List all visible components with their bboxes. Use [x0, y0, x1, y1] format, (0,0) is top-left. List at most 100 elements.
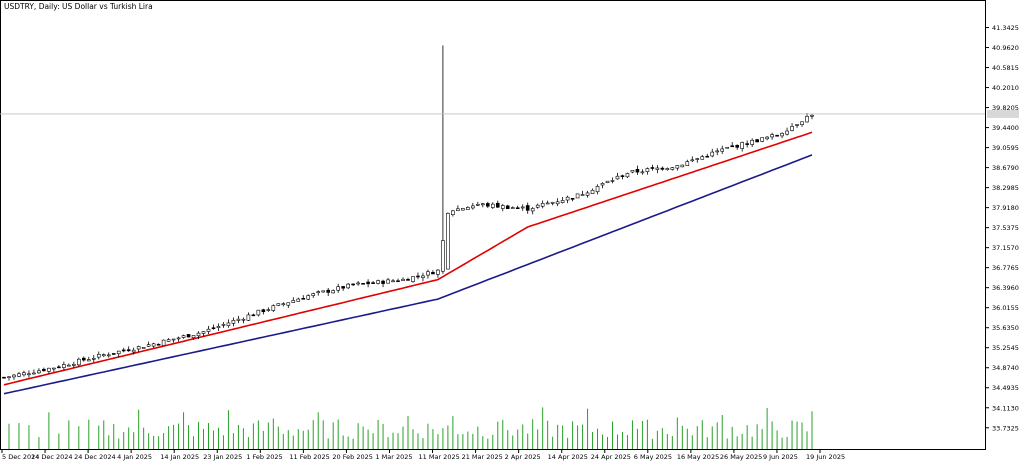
candle — [17, 371, 21, 378]
moving-averages — [3, 131, 813, 395]
candle — [141, 347, 146, 349]
candle — [52, 367, 56, 373]
candle — [550, 201, 555, 206]
candle — [406, 277, 410, 281]
candle — [366, 279, 370, 288]
candle — [720, 145, 725, 154]
candle — [391, 279, 395, 283]
price-tick-label: 35.2545 — [992, 344, 1019, 352]
candle — [411, 276, 415, 283]
price-tick-label: 34.1130 — [992, 404, 1019, 412]
candle — [131, 347, 136, 355]
candle — [22, 370, 26, 377]
date-tick-label: 1 Feb 2025 — [246, 453, 282, 461]
candle — [341, 285, 345, 291]
candle — [286, 302, 291, 308]
candle — [47, 367, 51, 375]
candle — [346, 282, 350, 290]
candle — [610, 177, 615, 184]
moving-average-line — [3, 154, 813, 395]
date-tick-label: 1 Mar 2025 — [375, 453, 412, 461]
candle — [201, 331, 206, 337]
candle — [665, 167, 670, 171]
date-tick-label: 14 Apr 2025 — [548, 453, 588, 461]
candle — [530, 206, 535, 215]
candle — [461, 207, 465, 211]
candle — [481, 202, 485, 208]
candle — [256, 309, 261, 317]
candle — [72, 361, 76, 368]
candle — [27, 370, 31, 378]
candle — [540, 200, 545, 209]
candle — [446, 212, 450, 270]
candle — [800, 121, 804, 127]
plot-frame — [0, 0, 986, 450]
current-price-line — [0, 109, 1019, 118]
candle — [765, 135, 769, 141]
candle — [136, 345, 141, 353]
candles — [2, 45, 814, 381]
date-tick-label: 19 Jun 2025 — [806, 453, 845, 461]
candle — [226, 319, 231, 328]
candle — [635, 165, 640, 175]
candle — [356, 281, 360, 286]
candle — [650, 164, 655, 171]
candle — [755, 138, 759, 143]
candle — [500, 203, 505, 212]
candle — [311, 292, 316, 298]
candle — [42, 367, 46, 372]
price-tick-label: 37.9180 — [992, 204, 1019, 212]
candle — [600, 182, 605, 189]
candle — [301, 295, 306, 300]
price-tick-label: 39.0595 — [992, 144, 1019, 152]
candle — [595, 184, 600, 195]
candle — [276, 303, 281, 307]
date-tick-label: 16 May 2025 — [677, 453, 719, 461]
candle — [421, 272, 425, 282]
candle — [585, 190, 590, 198]
date-tick-label: 14 Jan 2025 — [160, 453, 199, 461]
candle — [246, 312, 251, 321]
candle — [396, 278, 400, 283]
candle — [351, 283, 355, 287]
date-tick-label: 21 Mar 2025 — [462, 453, 503, 461]
candle — [336, 283, 340, 293]
candle — [436, 269, 440, 278]
candle — [580, 190, 585, 196]
candle — [710, 148, 715, 158]
candle — [231, 317, 236, 327]
candle — [62, 361, 66, 370]
candle — [401, 277, 405, 282]
candle — [211, 324, 216, 330]
candle — [236, 315, 241, 324]
candle — [221, 321, 226, 328]
candle — [730, 142, 734, 148]
price-tick-label: 33.7325 — [992, 424, 1019, 432]
date-tick-label: 20 Feb 2025 — [332, 453, 372, 461]
candle — [640, 169, 645, 175]
candle — [740, 141, 744, 152]
candle — [91, 355, 96, 363]
candle — [510, 206, 515, 209]
candle — [545, 200, 550, 205]
date-tick-label: 23 Jan 2025 — [203, 453, 242, 461]
candle — [660, 166, 665, 171]
candle — [471, 202, 475, 210]
candle — [690, 156, 695, 163]
candle — [96, 351, 101, 360]
candle — [495, 200, 500, 208]
price-tick-label: 39.8205 — [992, 104, 1019, 112]
candle — [57, 365, 61, 369]
date-tick-label: 24 Apr 2025 — [591, 453, 631, 461]
candle — [615, 172, 620, 180]
date-tick-label: 24 Dec 2024 — [74, 453, 116, 461]
candle — [251, 313, 256, 317]
candle — [321, 290, 326, 293]
price-tick-label: 40.5815 — [992, 64, 1019, 72]
candle — [780, 132, 784, 139]
price-tick-label: 35.6350 — [992, 324, 1019, 332]
volume-bars — [8, 407, 813, 449]
candle — [121, 347, 126, 353]
price-tick-label: 38.2985 — [992, 184, 1019, 192]
